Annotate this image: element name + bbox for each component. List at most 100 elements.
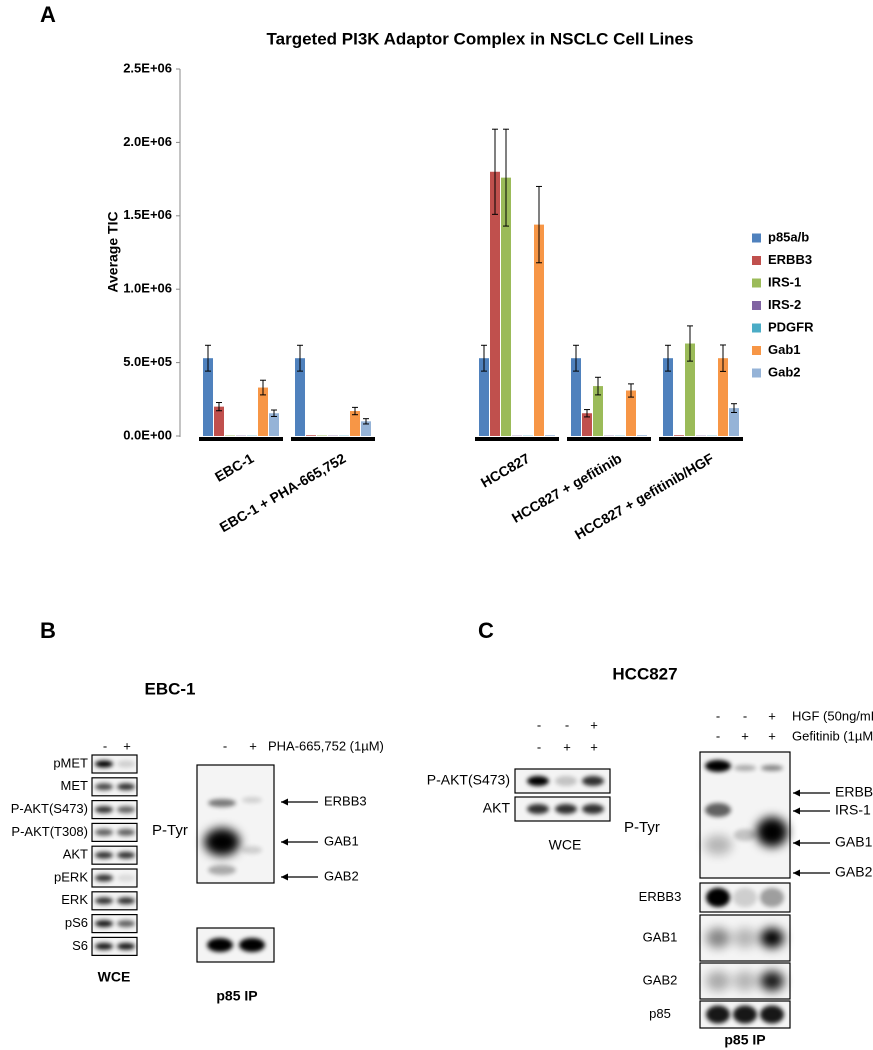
lane-label: + bbox=[590, 739, 598, 754]
panel-letter: C bbox=[478, 618, 494, 643]
arrow-head bbox=[281, 838, 288, 846]
band bbox=[705, 803, 731, 817]
treatment-label: PHA-665,752 (1µM) bbox=[268, 738, 384, 753]
bar bbox=[674, 435, 684, 436]
band bbox=[760, 971, 784, 991]
band bbox=[706, 887, 730, 908]
lane-label: - bbox=[103, 738, 107, 753]
error-bar bbox=[363, 418, 369, 425]
band-label: IRS-1 bbox=[835, 802, 871, 818]
arrow-head bbox=[793, 789, 800, 797]
lane-label: - bbox=[716, 728, 720, 743]
row-label: ERK bbox=[61, 892, 88, 907]
band bbox=[117, 874, 135, 882]
bar bbox=[626, 390, 636, 436]
error-bar bbox=[536, 185, 542, 264]
legend-swatch bbox=[752, 323, 761, 333]
bar bbox=[203, 358, 213, 436]
bar bbox=[637, 435, 647, 436]
band bbox=[117, 942, 135, 950]
band bbox=[733, 887, 757, 908]
row-label: pERK bbox=[54, 869, 88, 884]
arrow-head bbox=[281, 873, 288, 881]
blot-box bbox=[91, 936, 138, 957]
blot-box bbox=[91, 891, 138, 911]
lane-label: - bbox=[716, 708, 720, 723]
legend-swatch bbox=[752, 301, 761, 310]
arrow-head bbox=[281, 798, 288, 806]
band bbox=[555, 776, 577, 786]
band bbox=[204, 828, 240, 856]
band bbox=[242, 797, 262, 803]
band bbox=[117, 920, 135, 928]
error-bar bbox=[687, 325, 693, 362]
band bbox=[733, 971, 757, 991]
band-label: ERBB3 bbox=[324, 793, 367, 808]
blot-box bbox=[196, 764, 275, 884]
band bbox=[95, 806, 113, 814]
blot-box bbox=[91, 799, 138, 820]
error-bar bbox=[260, 379, 266, 396]
row-label: pMET bbox=[53, 755, 88, 770]
chart-title: Targeted PI3K Adaptor Complex in NSCLC C… bbox=[267, 29, 694, 48]
band-label: ERBB3 bbox=[835, 784, 873, 800]
band bbox=[117, 897, 135, 905]
lane-label: + bbox=[768, 728, 776, 743]
legend-label: IRS-2 bbox=[768, 297, 801, 312]
band bbox=[95, 920, 113, 928]
legend-swatch bbox=[752, 368, 761, 378]
band bbox=[95, 942, 113, 950]
x-tick-label: EBC-1 bbox=[212, 450, 257, 485]
bar bbox=[269, 413, 279, 436]
y-tick-label: 1.5E+06 bbox=[123, 207, 172, 222]
band bbox=[582, 804, 604, 814]
blot-box bbox=[91, 913, 138, 934]
row-label: P-AKT(S473) bbox=[11, 801, 88, 816]
band-label: GAB2 bbox=[324, 868, 359, 883]
caption: WCE bbox=[98, 969, 131, 985]
band bbox=[760, 928, 784, 948]
bar bbox=[361, 421, 371, 436]
legend-swatch bbox=[752, 256, 761, 265]
band bbox=[706, 971, 730, 991]
lane-label: - bbox=[537, 739, 541, 754]
panel-letter: A bbox=[40, 2, 56, 27]
panel-letter: B bbox=[40, 618, 56, 643]
error-bar bbox=[205, 344, 211, 372]
bar bbox=[718, 358, 728, 436]
band bbox=[208, 799, 236, 807]
band bbox=[582, 776, 604, 786]
lane-label: + bbox=[590, 717, 598, 732]
band bbox=[704, 835, 732, 855]
band bbox=[756, 817, 788, 847]
y-axis-label: Average TIC bbox=[105, 211, 121, 292]
band bbox=[95, 897, 113, 905]
panel-title: HCC827 bbox=[612, 664, 677, 683]
band bbox=[95, 851, 113, 859]
legend-label: ERBB3 bbox=[768, 252, 812, 267]
legend-swatch bbox=[752, 233, 761, 243]
caption: p85 IP bbox=[724, 1032, 765, 1048]
bar bbox=[479, 358, 489, 436]
blot-box bbox=[91, 822, 138, 843]
group-baseline bbox=[659, 437, 743, 441]
arrow-head bbox=[793, 807, 800, 815]
caption: p85 IP bbox=[216, 988, 257, 1004]
row-label: MET bbox=[61, 778, 89, 793]
y-tick-label: 0.0E+00 bbox=[123, 427, 172, 442]
error-bar bbox=[573, 344, 579, 372]
blot-box bbox=[91, 868, 138, 888]
bar bbox=[593, 386, 603, 436]
error-bar bbox=[628, 383, 634, 398]
bar bbox=[685, 343, 695, 436]
band bbox=[117, 806, 135, 814]
lane-label: - bbox=[223, 738, 227, 753]
group-baseline bbox=[199, 437, 283, 441]
lane-label: + bbox=[123, 738, 131, 753]
lane-label: + bbox=[741, 728, 749, 743]
band bbox=[706, 1005, 730, 1024]
row-label: S6 bbox=[72, 938, 88, 953]
group-baseline bbox=[291, 437, 375, 441]
lane-label: - bbox=[565, 717, 569, 732]
band-label: GAB1 bbox=[835, 834, 873, 850]
